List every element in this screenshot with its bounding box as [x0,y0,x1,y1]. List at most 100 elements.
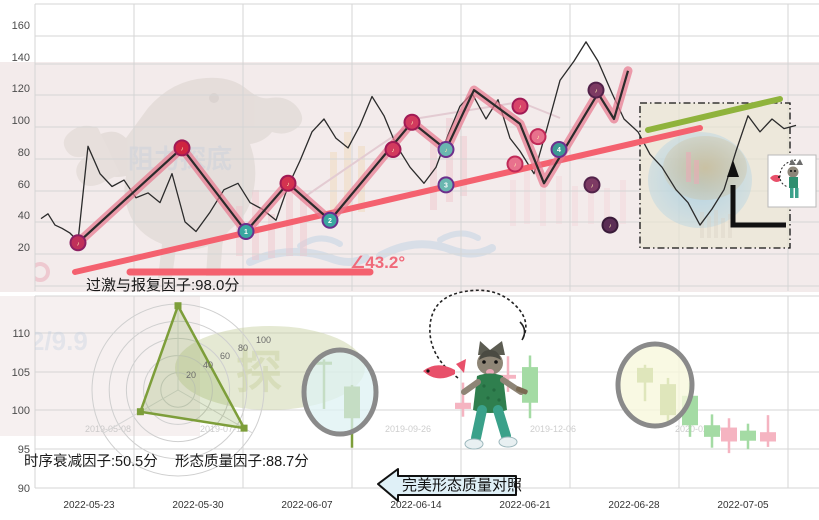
wave-marker-10[interactable]: ♪ [529,128,547,146]
svg-text:形态质量因子:88.7分: 形态质量因子:88.7分 [175,453,309,470]
svg-text:♪: ♪ [77,241,80,247]
trendlines[interactable] [72,96,783,276]
candle-12 [760,415,776,447]
svg-text:95: 95 [18,444,30,456]
highlight-circles[interactable] [301,341,695,437]
radar-vertex [136,408,144,416]
upper-y-axis: 160 140 120 100 80 60 40 20 [12,20,30,254]
radar-vertex [174,302,182,310]
ghost-trend [299,100,561,201]
wave-marker-8[interactable]: 3 [437,176,455,194]
wave-marker-12[interactable]: 4 [550,141,568,159]
green-projection-line[interactable] [645,96,783,133]
svg-text:♪: ♪ [519,105,522,111]
wave-marker-1[interactable]: ♪ [173,139,191,157]
candle-9 [704,414,720,448]
svg-text:时序衰减因子:50.5分: 时序衰减因子:50.5分 [24,453,158,470]
svg-text:2019-07-17: 2019-07-17 [200,424,246,434]
svg-text:100: 100 [12,115,30,127]
svg-text:120: 120 [12,83,30,95]
svg-text:2022-07-05: 2022-07-05 [717,500,769,511]
svg-text:♪: ♪ [514,163,517,169]
svg-text:2022-06-21: 2022-06-21 [499,500,551,511]
svg-text:2019-12-06: 2019-12-06 [530,424,576,434]
wave-markers[interactable]: ♪ ♪ 1 ♪ 2 ♪ ♪ ♪ 3 ♪ ♪ ♪ 4 ♪ ♪ ♪ [69,81,619,252]
svg-text:20: 20 [18,242,30,254]
radar-vertex [240,424,248,432]
candle-11 [740,423,756,450]
svg-text:100: 100 [256,335,271,345]
svg-text:2020-02-20: 2020-02-20 [675,424,721,434]
svg-text:160: 160 [12,20,30,32]
svg-text:60: 60 [18,179,30,191]
wave-marker-2[interactable]: 1 [237,223,255,240]
svg-text:60: 60 [220,351,230,361]
svg-text:2019-09-26: 2019-09-26 [385,424,431,434]
wave-marker-9[interactable]: ♪ [506,155,524,173]
candle-highlight-left[interactable] [301,347,379,437]
svg-text:探: 探 [236,346,282,398]
wave-marker-5[interactable]: ♪ [403,113,421,131]
svg-text:♪: ♪ [181,146,184,152]
wave-marker-6[interactable]: ♪ [384,141,402,159]
blue-ornament-watermark [35,230,496,282]
svg-text:♪: ♪ [411,121,414,127]
perfect-pattern-callout[interactable]: 完美形态质量对照 [377,468,522,502]
svg-text:2022-05-23: 2022-05-23 [63,500,115,511]
svg-text:110: 110 [12,328,30,340]
radar-polygon [138,302,247,430]
wave-marker-0[interactable]: ♪ [69,234,87,252]
svg-text:4: 4 [557,147,561,154]
candle-10 [721,418,737,454]
dog-jumprope-sticker [423,289,528,450]
svg-text:90: 90 [18,483,30,495]
wave-marker-15[interactable]: ♪ [601,216,619,234]
dog-sticker-small [770,159,803,198]
svg-text:40: 40 [18,210,30,222]
svg-text:♪: ♪ [609,224,612,230]
svg-text:1: 1 [244,229,248,236]
lower-annotations: 时序衰减因子:50.5分 形态质量因子:88.7分 [24,453,309,470]
svg-text:2022-06-14: 2022-06-14 [390,500,442,511]
svg-text:2022-05-30: 2022-05-30 [172,500,224,511]
svg-text:3: 3 [444,182,448,189]
svg-text:2022-06-28: 2022-06-28 [608,500,660,511]
radar-scale-labels: 20 40 60 80 100 [186,335,271,380]
candle-5 [522,355,538,419]
svg-text:2019-05-08: 2019-05-08 [85,424,131,434]
wave-marker-11[interactable]: ♪ [511,97,529,115]
svg-text:♪: ♪ [591,183,594,189]
radar-axis [177,389,253,434]
lower-y-axis: 110 105 100 95 90 [12,328,30,495]
svg-text:20: 20 [186,370,196,380]
svg-text:♪: ♪ [287,182,290,188]
callout-label: 完美形态质量对照 [402,477,522,494]
wave-marker-14[interactable]: ♪ [583,176,601,194]
svg-text:2022-06-07: 2022-06-07 [281,500,333,511]
pointer-callout-upper[interactable] [727,154,817,228]
main-uptrend-line[interactable] [72,125,703,275]
svg-text:2/9.9: 2/9.9 [30,326,88,356]
svg-text:♪: ♪ [537,135,540,141]
wave-marker-13[interactable]: ♪ [587,81,605,99]
wave-marker-3[interactable]: ♪ [279,174,297,192]
wave-marker-4[interactable]: 2 [321,211,339,229]
svg-text:♪: ♪ [392,148,395,154]
wave-marker-7[interactable]: ♪ [437,141,455,159]
price-line [40,41,797,242]
svg-text:140: 140 [12,52,30,64]
candle-highlight-right[interactable] [615,341,695,429]
svg-text:♪: ♪ [595,89,598,95]
x-axis: 2022-05-23 2022-05-30 2022-06-07 2022-06… [63,500,769,511]
candle-2 [455,382,471,417]
overreaction-factor-label: 过激与报复因子:98.0分 [86,276,239,294]
svg-text:80: 80 [18,147,30,159]
svg-text:♪: ♪ [445,148,448,154]
svg-text:40: 40 [203,360,213,370]
angle-label: ∠43.2° [350,253,405,272]
svg-text:100: 100 [12,405,30,417]
candlestick-series [316,355,776,454]
svg-text:2: 2 [328,218,332,225]
